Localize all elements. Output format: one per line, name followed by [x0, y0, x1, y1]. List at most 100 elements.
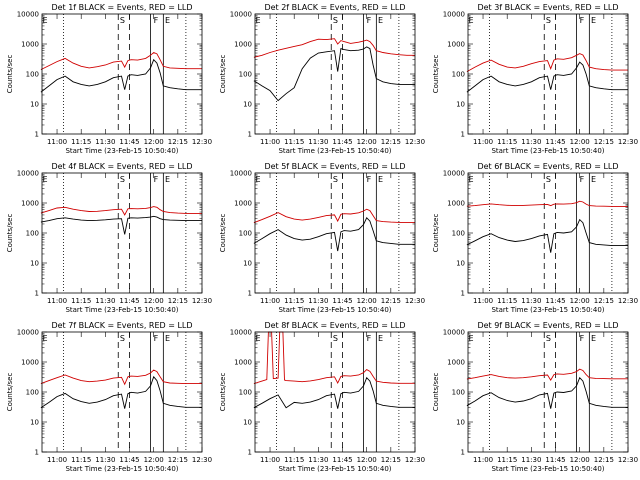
lld-series-line [40, 206, 202, 216]
x-tick-label: 12:30 [192, 297, 212, 305]
y-tick-label: 10000 [17, 11, 39, 19]
marker-label: F [367, 334, 372, 343]
x-axis-label: Start Time (23-Feb-15 10:50:40) [278, 147, 391, 155]
panel-title: Det 7f BLACK = Events, RED = LLD [51, 321, 192, 330]
x-tick-label: 11:30 [521, 456, 541, 464]
panel-title: Det 9f BLACK = Events, RED = LLD [477, 321, 618, 330]
x-tick-label: 11:30 [308, 297, 328, 305]
y-tick-label: 10 [456, 419, 465, 427]
panel-4: Det 4f BLACK = Events, RED = LLD Counts/s… [6, 162, 212, 314]
marker-label: E [378, 334, 383, 343]
x-tick-label: 12:15 [594, 138, 614, 146]
x-tick-label: 11:15 [284, 138, 304, 146]
x-tick-label: 12:15 [381, 456, 401, 464]
lld-series-line [466, 53, 628, 72]
y-tick-label: 100 [26, 389, 39, 397]
y-tick-label: 10 [30, 101, 39, 109]
y-tick-label: 1 [461, 449, 465, 457]
marker-label: S [120, 334, 125, 343]
x-tick-label: 11:15 [497, 297, 517, 305]
marker-label: E [256, 16, 261, 25]
x-tick-label: 12:00 [357, 456, 377, 464]
marker-label: F [580, 16, 585, 25]
events-series-line [253, 46, 415, 102]
x-tick-label: 11:45 [545, 456, 565, 464]
y-tick-label: 10000 [230, 11, 252, 19]
x-axis-label: Start Time (23-Feb-15 10:50:40) [491, 306, 604, 314]
x-tick-label: 12:00 [144, 456, 164, 464]
y-axis-label: Counts/sec [432, 214, 440, 253]
y-tick-label: 100 [452, 71, 465, 79]
x-tick-label: 11:15 [71, 138, 91, 146]
x-tick-label: 11:45 [545, 297, 565, 305]
y-tick-label: 10 [456, 260, 465, 268]
y-tick-label: 1000 [21, 41, 39, 49]
marker-label: E [469, 334, 474, 343]
x-tick-label: 11:00 [473, 456, 493, 464]
events-series-line [40, 215, 202, 235]
x-tick-label: 12:00 [144, 138, 164, 146]
x-tick-label: 11:15 [284, 297, 304, 305]
y-tick-label: 10 [30, 260, 39, 268]
marker-label: F [154, 334, 159, 343]
x-tick-label: 11:15 [71, 297, 91, 305]
plot-frame [467, 331, 629, 453]
y-axis-label: Counts/sec [432, 373, 440, 412]
panel-5: Det 5f BLACK = Events, RED = LLD Counts/s… [219, 162, 425, 314]
marker-label: E [43, 175, 48, 184]
x-tick-label: 11:30 [95, 297, 115, 305]
x-tick-label: 11:45 [119, 138, 139, 146]
marker-label: E [165, 175, 170, 184]
panel-1: Det 1f BLACK = Events, RED = LLD Counts/s… [6, 3, 212, 155]
marker-label: E [591, 175, 596, 184]
y-tick-label: 1000 [234, 41, 252, 49]
marker-label: F [154, 16, 159, 25]
panel-title: Det 5f BLACK = Events, RED = LLD [264, 162, 405, 171]
panel-7: Det 7f BLACK = Events, RED = LLD Counts/s… [6, 321, 212, 473]
events-series-line [253, 376, 415, 409]
x-tick-label: 11:00 [47, 456, 67, 464]
plot-frame [254, 331, 416, 453]
lld-series-line [253, 38, 415, 58]
x-axis-label: Start Time (23-Feb-15 10:50:40) [491, 465, 604, 473]
plot-frame [41, 172, 203, 294]
marker-label: E [591, 16, 596, 25]
marker-label: F [580, 334, 585, 343]
x-axis-label: Start Time (23-Feb-15 10:50:40) [278, 465, 391, 473]
plot-frame [41, 331, 203, 453]
x-tick-label: 12:30 [618, 297, 638, 305]
lld-series-line [253, 208, 415, 224]
plot-frame [254, 172, 416, 294]
x-tick-label: 12:15 [381, 138, 401, 146]
x-tick-label: 11:00 [473, 297, 493, 305]
x-tick-label: 12:15 [168, 297, 188, 305]
y-tick-label: 100 [239, 389, 252, 397]
events-series-line [40, 58, 202, 93]
y-tick-label: 1 [35, 449, 39, 457]
plot-frame [41, 13, 203, 135]
panel-2: Det 2f BLACK = Events, RED = LLD Counts/s… [219, 3, 425, 155]
y-tick-label: 10 [243, 419, 252, 427]
y-tick-label: 10000 [17, 329, 39, 337]
x-tick-label: 11:30 [308, 138, 328, 146]
x-tick-label: 12:30 [618, 138, 638, 146]
x-tick-label: 11:30 [521, 138, 541, 146]
events-series-line [40, 375, 202, 409]
marker-label: E [378, 16, 383, 25]
events-series-line [466, 376, 628, 409]
y-tick-label: 100 [26, 230, 39, 238]
x-tick-label: 11:45 [332, 297, 352, 305]
x-tick-label: 11:15 [284, 456, 304, 464]
x-tick-label: 12:30 [192, 138, 212, 146]
y-tick-label: 1000 [447, 41, 465, 49]
x-tick-label: 12:00 [570, 138, 590, 146]
y-tick-label: 1 [461, 131, 465, 139]
x-tick-label: 11:30 [308, 456, 328, 464]
x-tick-label: 12:15 [594, 297, 614, 305]
y-tick-label: 1 [35, 290, 39, 298]
marker-label: E [43, 334, 48, 343]
x-tick-label: 12:00 [144, 297, 164, 305]
x-tick-label: 12:30 [192, 456, 212, 464]
marker-label: S [120, 175, 125, 184]
marker-label: S [546, 175, 551, 184]
